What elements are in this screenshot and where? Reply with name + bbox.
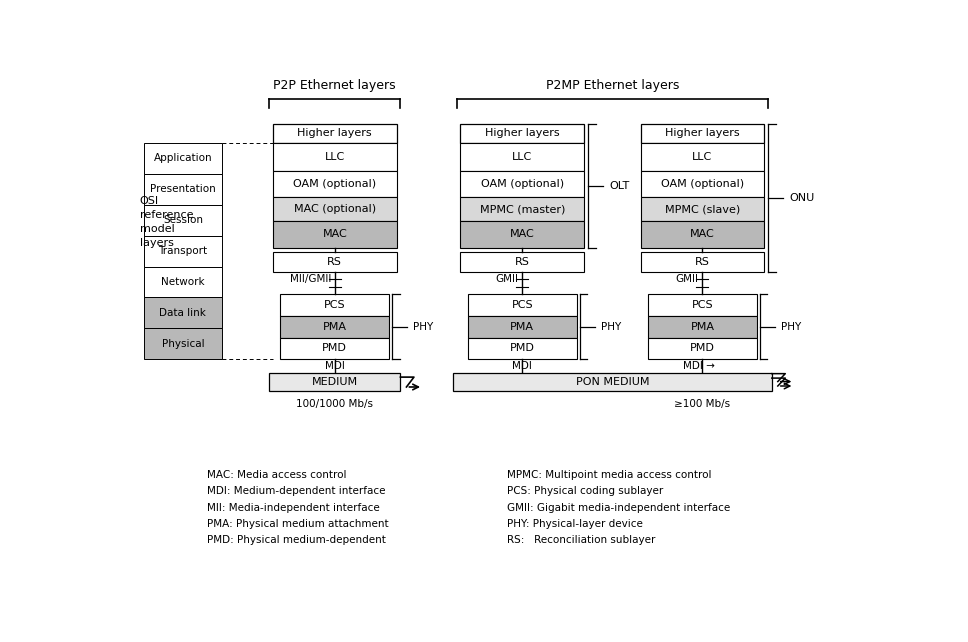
Text: PHY: PHY xyxy=(601,322,621,332)
Text: PON MEDIUM: PON MEDIUM xyxy=(576,377,650,387)
Text: PMA: PMA xyxy=(322,322,347,332)
FancyBboxPatch shape xyxy=(143,236,223,266)
Text: PMA: PMA xyxy=(690,322,714,332)
FancyBboxPatch shape xyxy=(461,171,585,197)
Text: PCS: PCS xyxy=(324,300,346,310)
Text: RS: RS xyxy=(515,257,529,267)
Text: MII/GMII: MII/GMII xyxy=(289,274,331,284)
Text: Transport: Transport xyxy=(159,246,207,256)
FancyBboxPatch shape xyxy=(143,328,223,360)
Text: MEDIUM: MEDIUM xyxy=(312,377,358,387)
Text: Network: Network xyxy=(161,277,204,287)
Text: PMA: Physical medium attachment: PMA: Physical medium attachment xyxy=(207,519,389,529)
FancyBboxPatch shape xyxy=(143,174,223,205)
Text: ≥100 Mb/s: ≥100 Mb/s xyxy=(675,399,731,409)
FancyBboxPatch shape xyxy=(468,316,577,338)
FancyBboxPatch shape xyxy=(641,197,765,221)
Text: PHY: Physical-layer device: PHY: Physical-layer device xyxy=(507,519,643,529)
Text: P2P Ethernet layers: P2P Ethernet layers xyxy=(274,79,396,92)
FancyBboxPatch shape xyxy=(468,294,577,316)
Text: LLC: LLC xyxy=(324,152,345,162)
Text: MAC: MAC xyxy=(510,229,534,239)
Text: PMD: Physical medium-dependent: PMD: Physical medium-dependent xyxy=(207,535,386,545)
Text: OAM (optional): OAM (optional) xyxy=(481,179,564,189)
Text: ONU: ONU xyxy=(789,193,814,203)
Text: PCS: PCS xyxy=(691,300,713,310)
Text: GMII: Gigabit media-independent interface: GMII: Gigabit media-independent interfac… xyxy=(507,503,731,512)
FancyBboxPatch shape xyxy=(641,124,765,143)
Text: GMII: GMII xyxy=(676,274,699,284)
FancyBboxPatch shape xyxy=(143,297,223,328)
Text: MAC: MAC xyxy=(322,229,348,239)
FancyBboxPatch shape xyxy=(453,372,771,392)
FancyBboxPatch shape xyxy=(461,124,585,143)
Text: MPMC: Multipoint media access control: MPMC: Multipoint media access control xyxy=(507,470,711,480)
Text: MDI: MDI xyxy=(325,361,345,371)
FancyBboxPatch shape xyxy=(269,372,401,392)
Text: MAC: MAC xyxy=(690,229,714,239)
Text: MPMC (slave): MPMC (slave) xyxy=(665,204,740,214)
Text: OAM (optional): OAM (optional) xyxy=(661,179,744,189)
Text: MAC (optional): MAC (optional) xyxy=(293,204,376,214)
FancyBboxPatch shape xyxy=(273,124,397,143)
Text: PHY: PHY xyxy=(413,322,434,332)
Text: Application: Application xyxy=(154,153,212,163)
Text: Higher layers: Higher layers xyxy=(297,128,372,139)
Text: MDI: Medium-dependent interface: MDI: Medium-dependent interface xyxy=(207,486,386,496)
Text: Data link: Data link xyxy=(160,308,206,318)
Text: P2MP Ethernet layers: P2MP Ethernet layers xyxy=(546,79,680,92)
FancyBboxPatch shape xyxy=(461,221,585,248)
Text: 100/1000 Mb/s: 100/1000 Mb/s xyxy=(296,399,374,409)
Text: PMA: PMA xyxy=(510,322,534,332)
Text: Higher layers: Higher layers xyxy=(665,128,740,139)
FancyBboxPatch shape xyxy=(461,197,585,221)
Text: PCS: PCS xyxy=(511,300,533,310)
Text: RS: RS xyxy=(327,257,343,267)
FancyBboxPatch shape xyxy=(641,143,765,171)
Text: PMD: PMD xyxy=(690,343,714,354)
FancyBboxPatch shape xyxy=(468,338,577,360)
FancyBboxPatch shape xyxy=(281,316,389,338)
Text: OLT: OLT xyxy=(609,181,629,191)
Text: RS: RS xyxy=(695,257,710,267)
Text: MDI →: MDI → xyxy=(682,361,714,371)
FancyBboxPatch shape xyxy=(648,316,757,338)
Text: MPMC (master): MPMC (master) xyxy=(480,204,565,214)
Text: OSI
reference
model
layers: OSI reference model layers xyxy=(139,196,194,248)
FancyBboxPatch shape xyxy=(281,294,389,316)
FancyBboxPatch shape xyxy=(461,252,585,272)
Text: PCS: Physical coding sublayer: PCS: Physical coding sublayer xyxy=(507,486,664,496)
FancyBboxPatch shape xyxy=(641,171,765,197)
FancyBboxPatch shape xyxy=(641,221,765,248)
Text: MAC: Media access control: MAC: Media access control xyxy=(207,470,347,480)
FancyBboxPatch shape xyxy=(273,197,397,221)
FancyBboxPatch shape xyxy=(143,143,223,174)
FancyBboxPatch shape xyxy=(641,252,765,272)
Text: PHY: PHY xyxy=(781,322,802,332)
Text: MII: Media-independent interface: MII: Media-independent interface xyxy=(207,503,380,512)
Text: RS:   Reconciliation sublayer: RS: Reconciliation sublayer xyxy=(507,535,655,545)
FancyBboxPatch shape xyxy=(648,294,757,316)
FancyBboxPatch shape xyxy=(273,221,397,248)
Text: Physical: Physical xyxy=(162,339,204,349)
Text: Presentation: Presentation xyxy=(150,184,216,194)
FancyBboxPatch shape xyxy=(648,338,757,360)
Text: Higher layers: Higher layers xyxy=(485,128,560,139)
Text: Session: Session xyxy=(163,215,203,225)
Text: MDI: MDI xyxy=(512,361,532,371)
FancyBboxPatch shape xyxy=(273,252,397,272)
Text: GMII: GMII xyxy=(496,274,519,284)
Text: LLC: LLC xyxy=(692,152,712,162)
FancyBboxPatch shape xyxy=(143,205,223,236)
Text: PMD: PMD xyxy=(510,343,534,354)
FancyBboxPatch shape xyxy=(281,338,389,360)
FancyBboxPatch shape xyxy=(143,266,223,297)
FancyBboxPatch shape xyxy=(461,143,585,171)
Text: OAM (optional): OAM (optional) xyxy=(293,179,377,189)
Text: PMD: PMD xyxy=(322,343,348,354)
FancyBboxPatch shape xyxy=(273,171,397,197)
FancyBboxPatch shape xyxy=(273,143,397,171)
Text: LLC: LLC xyxy=(512,152,532,162)
